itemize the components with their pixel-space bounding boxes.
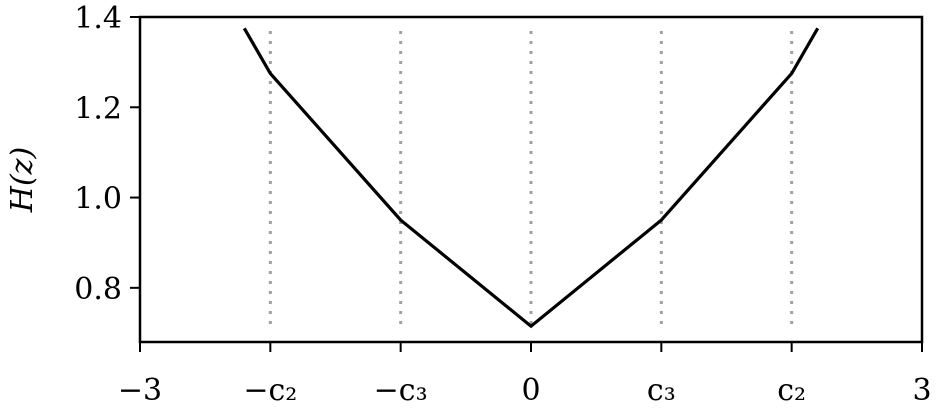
y-axis-label: H(z): [5, 147, 40, 213]
reference-lines: [268, 31, 794, 330]
x-tick-label-2: −c₃: [374, 373, 428, 408]
y-axis-label-group: H(z): [5, 147, 40, 213]
y-tick-label-3: 1.4: [74, 1, 122, 36]
series-group: [242, 27, 820, 329]
x-tick-label-4: c₃: [647, 373, 676, 408]
series-line-0: [242, 27, 820, 329]
x-tick-label-5: c₂: [777, 373, 806, 408]
x-tick-label-1: −c₂: [243, 373, 297, 408]
x-tick-label-3: 0: [521, 373, 540, 408]
y-axis-ticks: 0.8 1.0 1.2 1.4: [74, 1, 140, 307]
y-tick-label-0: 0.8: [74, 272, 122, 307]
x-tick-label-6: 3: [912, 373, 931, 408]
x-tick-label-0: −3: [118, 373, 162, 408]
y-tick-label-2: 1.2: [74, 91, 122, 126]
y-tick-label-1: 1.0: [74, 182, 122, 217]
x-axis-ticks: −3 −c₂ −c₃ 0 c₃ c₂ 3: [118, 342, 932, 408]
